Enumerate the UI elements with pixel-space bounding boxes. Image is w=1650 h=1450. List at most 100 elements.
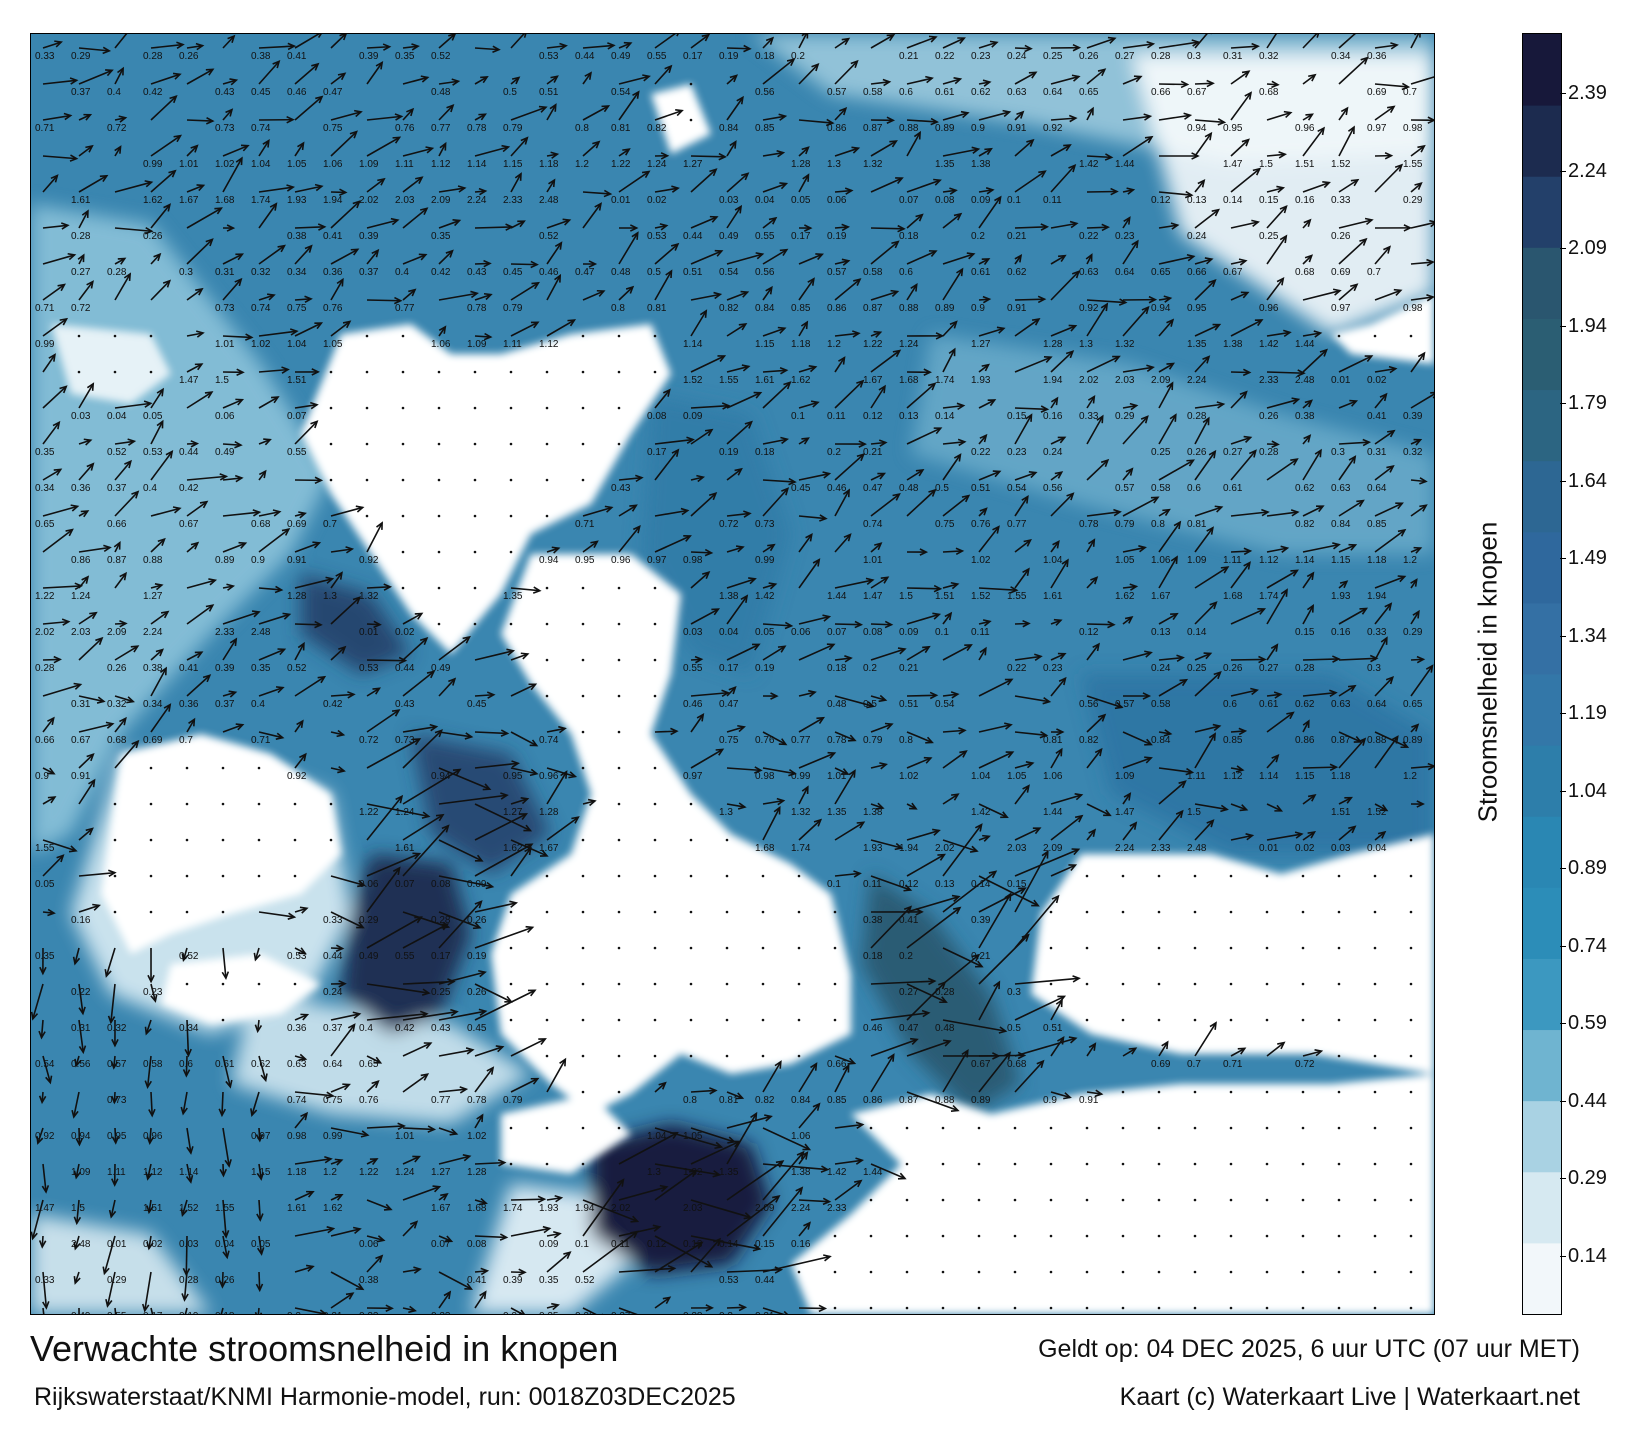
grid-dot (941, 1126, 945, 1130)
current-arrow-head (421, 988, 431, 996)
current-arrow (582, 44, 614, 49)
current-arrow (402, 1268, 421, 1273)
current-arrow-head (83, 438, 93, 446)
speed-label: 1.74 (791, 843, 811, 854)
current-arrow-head (525, 925, 535, 933)
current-arrow (42, 1307, 45, 1314)
current-arrow (1158, 41, 1199, 49)
current-arrow-head (1290, 458, 1299, 466)
speed-label: 0.32 (107, 699, 127, 710)
speed-label: 0.13 (899, 411, 919, 422)
speed-label: 1.3 (827, 159, 841, 170)
grid-dot (113, 874, 117, 878)
grid-dot (1085, 874, 1089, 878)
current-map[interactable]: 0.33 0.29 0.28 0.26 0.38 0.41 0.39 0.35 0.52 0.53… (30, 33, 1435, 1315)
speed-label: 1.55 (1007, 591, 1027, 602)
speed-label: 1.06 (791, 1131, 811, 1142)
current-arrow (294, 578, 333, 589)
current-arrow-head (205, 68, 215, 76)
current-arrow-head (882, 78, 892, 87)
speed-label: 1.3 (323, 591, 337, 602)
current-arrow (834, 226, 849, 229)
current-arrow-head (915, 908, 924, 916)
current-arrow-head (1243, 435, 1253, 443)
speed-label: 0.15 (1295, 627, 1315, 638)
current-arrow (726, 172, 749, 193)
current-arrow (1086, 303, 1108, 337)
speed-label: 1.28 (467, 1167, 487, 1178)
current-arrow (978, 751, 1014, 769)
current-arrow (186, 1127, 192, 1154)
speed-label: 1.18 (287, 1167, 307, 1178)
current-arrow (798, 401, 819, 409)
current-arrow (1050, 999, 1063, 1021)
current-arrow-head (1401, 82, 1411, 91)
current-arrow-head (432, 1185, 442, 1193)
current-arrow-head (658, 1081, 667, 1090)
speed-label: 0.91 (287, 555, 307, 566)
current-arrow (1122, 43, 1154, 49)
current-arrow (1266, 398, 1299, 409)
colorbar-band (1523, 531, 1561, 604)
current-arrow-head (1144, 756, 1153, 764)
speed-label: 0.72 (1295, 1059, 1315, 1070)
grid-dot (833, 910, 837, 914)
current-arrow (110, 1199, 116, 1218)
current-arrow (618, 1307, 638, 1314)
speed-label: 0.25 (1043, 51, 1063, 62)
current-arrow-head (269, 202, 278, 211)
current-arrow (1086, 226, 1109, 229)
current-arrow (1302, 349, 1328, 373)
speed-label: 0.19 (827, 231, 847, 242)
current-arrow-head (984, 147, 993, 156)
current-arrow-head (317, 34, 322, 38)
current-arrow-head (548, 178, 556, 188)
current-arrow-head (334, 1193, 344, 1201)
current-arrow-head (764, 1114, 773, 1122)
current-arrow (978, 434, 987, 445)
current-arrow (1230, 803, 1247, 811)
current-arrow-head (1429, 219, 1434, 228)
current-arrow (762, 645, 786, 661)
current-arrow-head (854, 1179, 863, 1188)
current-arrow (654, 509, 688, 517)
current-arrow (366, 1199, 392, 1211)
current-arrow-head (1163, 295, 1173, 303)
grid-dot (653, 658, 657, 662)
current-arrow (1302, 605, 1314, 625)
current-arrow (978, 364, 990, 373)
speed-label: 0.18 (755, 447, 775, 458)
current-arrow-head (670, 727, 679, 736)
current-arrow-head (1214, 505, 1224, 513)
current-arrow (366, 62, 383, 85)
grid-dot (401, 406, 405, 410)
speed-label: 1.09 (71, 1167, 91, 1178)
speed-label: 0.03 (71, 411, 91, 422)
current-arrow-head (886, 116, 896, 125)
speed-label: 0.67 (71, 735, 91, 746)
speed-label: 0.68 (251, 519, 271, 530)
grid-dot (509, 1018, 513, 1022)
current-arrow-head (629, 504, 638, 512)
current-arrow (690, 476, 704, 481)
current-arrow (1338, 179, 1359, 193)
current-arrow-head (1350, 178, 1360, 187)
current-arrow (510, 220, 525, 229)
current-arrow (438, 1235, 452, 1242)
current-arrow-head (1074, 814, 1084, 823)
speed-label: 0.29 (1115, 411, 1135, 422)
current-arrow (1374, 731, 1408, 748)
speed-label: 1.93 (1331, 591, 1351, 602)
current-arrow-head (1306, 571, 1315, 581)
grid-dot (545, 622, 549, 626)
current-arrow-head (1241, 138, 1250, 147)
current-arrow (114, 257, 126, 265)
current-arrow-head (777, 645, 787, 653)
current-arrow (906, 1091, 959, 1112)
current-arrow-head (1204, 131, 1213, 141)
current-arrow-head (1056, 728, 1065, 736)
current-arrow (1122, 651, 1152, 661)
current-arrow (942, 454, 962, 481)
current-arrow-head (982, 619, 992, 627)
current-arrow (834, 357, 846, 373)
